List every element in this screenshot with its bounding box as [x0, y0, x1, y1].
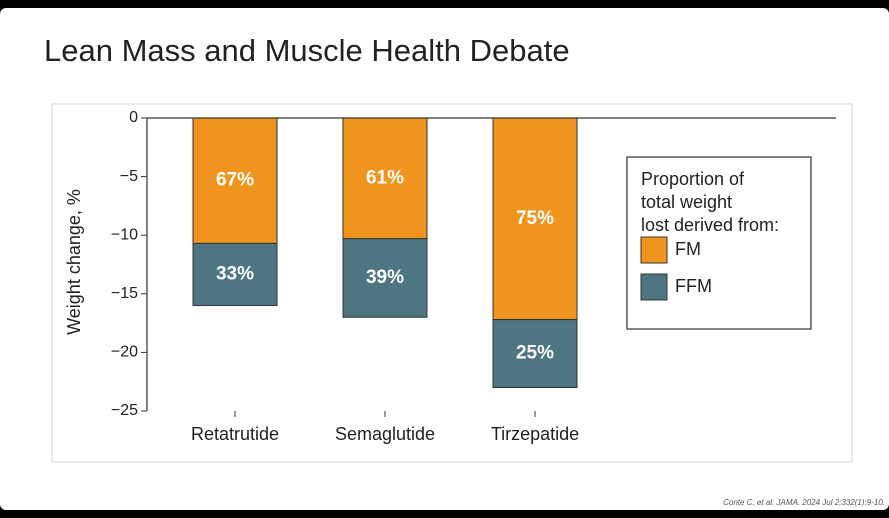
bar-label: 61%: [366, 167, 404, 188]
bar-segment: [342, 117, 428, 240]
y-tick-label: −15: [111, 285, 138, 302]
legend-swatch: [640, 273, 668, 301]
x-tick-label: Tirzepatide: [491, 424, 579, 444]
legend-swatch: [640, 236, 668, 264]
y-tick-label: 0: [129, 109, 138, 126]
bar-label: 39%: [366, 267, 404, 288]
bar-segment: [192, 117, 278, 244]
legend-title: total weight: [641, 192, 732, 212]
bar-segment: [492, 319, 578, 389]
legend-title: Proportion of: [641, 169, 745, 189]
bar-segment: [492, 117, 578, 321]
bar-label: 25%: [516, 343, 554, 364]
legend-title: lost derived from:: [641, 215, 779, 235]
legend-label: FM: [675, 239, 701, 259]
slide-title: Lean Mass and Muscle Health Debate: [44, 33, 570, 68]
x-tick-label: Retatrutide: [191, 424, 279, 444]
bar-label: 75%: [516, 208, 554, 229]
y-tick-label: −20: [111, 344, 138, 361]
citation: Conte C, et al. JAMA. 2024 Jul 2;332(1):…: [723, 498, 885, 507]
bar-segment: [192, 242, 278, 307]
legend-label: FFM: [675, 276, 712, 296]
y-tick-label: −25: [111, 402, 138, 419]
y-axis-label: Weight change, %: [64, 189, 84, 335]
bar-label: 33%: [216, 263, 254, 284]
bar-segment: [342, 238, 428, 318]
x-tick-label: Semaglutide: [335, 424, 435, 444]
y-tick-label: −10: [111, 226, 138, 243]
y-tick-label: −5: [120, 168, 138, 185]
bar-label: 67%: [216, 170, 254, 191]
